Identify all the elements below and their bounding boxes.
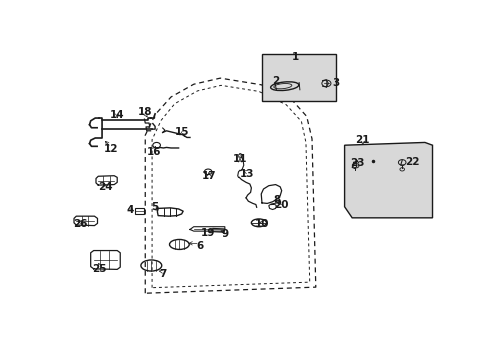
Text: 13: 13 [239, 169, 254, 179]
Text: 20: 20 [274, 199, 288, 210]
Text: 23: 23 [349, 158, 364, 168]
Text: 12: 12 [103, 144, 118, 154]
Text: 10: 10 [254, 219, 269, 229]
Text: 7: 7 [159, 269, 166, 279]
Text: 17: 17 [201, 171, 216, 181]
Text: 1: 1 [291, 51, 298, 62]
Text: 18: 18 [138, 107, 152, 117]
Text: 16: 16 [146, 147, 161, 157]
Text: 14: 14 [110, 110, 124, 120]
Text: 15: 15 [175, 127, 189, 137]
Bar [262, 54, 336, 102]
Text: 5: 5 [151, 202, 159, 212]
Text: 22: 22 [404, 157, 418, 167]
Text: 9: 9 [221, 229, 228, 239]
Polygon shape [344, 143, 432, 218]
Text: 19: 19 [201, 228, 215, 238]
Text: 6: 6 [196, 240, 203, 251]
Text: 24: 24 [98, 183, 113, 192]
Text: 21: 21 [355, 135, 369, 145]
Text: 3: 3 [332, 77, 339, 87]
Bar [135, 208, 143, 214]
Text: 2: 2 [272, 76, 279, 86]
Text: 4: 4 [126, 204, 134, 215]
Text: 25: 25 [92, 264, 107, 274]
Text: 11: 11 [232, 154, 247, 164]
Text: 26: 26 [73, 219, 88, 229]
Text: 8: 8 [273, 195, 280, 205]
